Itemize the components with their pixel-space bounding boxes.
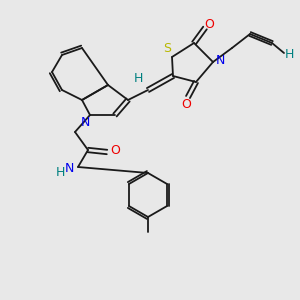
Text: N: N	[80, 116, 90, 128]
Text: H: H	[133, 73, 143, 85]
Text: O: O	[204, 17, 214, 31]
Text: N: N	[64, 163, 74, 176]
Text: S: S	[163, 43, 171, 56]
Text: N: N	[215, 53, 225, 67]
Text: H: H	[284, 49, 294, 62]
Text: O: O	[181, 98, 191, 110]
Text: O: O	[110, 143, 120, 157]
Text: H: H	[55, 167, 65, 179]
